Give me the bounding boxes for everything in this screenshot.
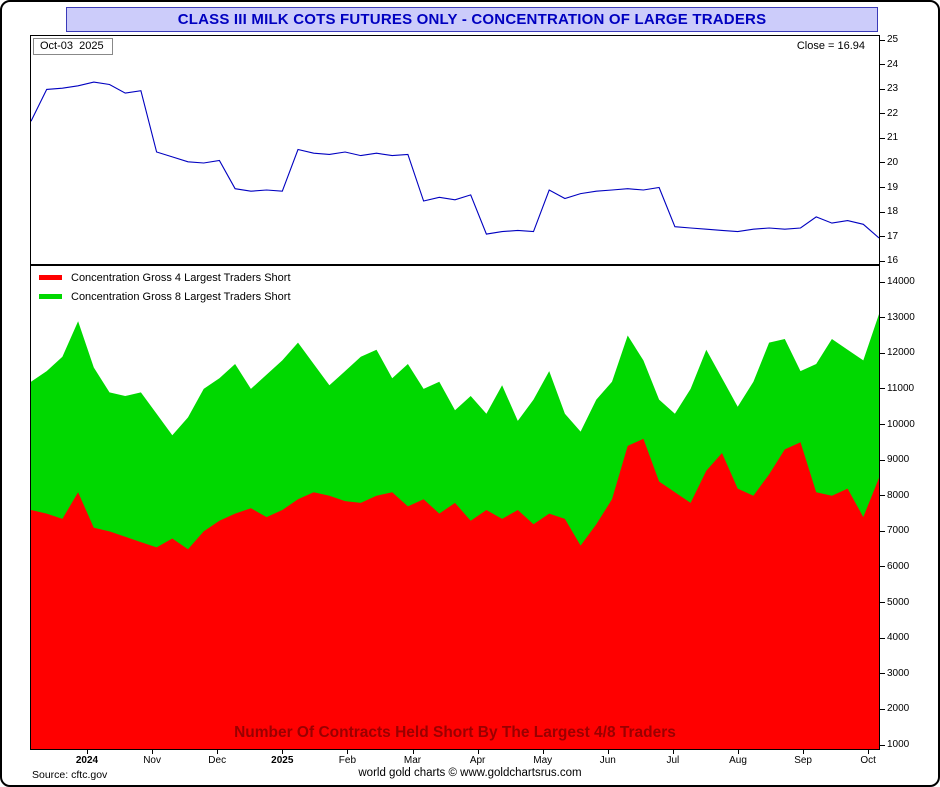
price-axis-tick-label: 17 <box>887 230 899 242</box>
x-tick-label: 2025 <box>271 755 294 766</box>
contracts-axis-tick-mark <box>880 388 885 390</box>
price-axis-tick-mark <box>880 236 885 238</box>
contracts-axis-tick-label: 3000 <box>887 667 910 679</box>
contracts-axis-tick-label: 9000 <box>887 454 910 466</box>
contracts-axis-tick-mark <box>880 317 885 319</box>
price-plot: Oct-03 2025 Close = 16.94 <box>31 36 879 266</box>
date-label: Oct-03 2025 <box>33 38 113 55</box>
x-tick-label: Feb <box>338 755 357 766</box>
chart-frame: Oct-03 2025 Close = 16.94 Concentration … <box>30 35 880 750</box>
contracts-axis-tick-mark <box>880 281 885 283</box>
contracts-axis-tick-label: 14000 <box>887 276 915 288</box>
contracts-axis-tick-mark <box>880 673 885 675</box>
x-tick-label: Mar <box>403 755 422 766</box>
contracts-axis-tick-label: 10000 <box>887 418 915 430</box>
contracts-axis-tick-label: 4000 <box>887 632 910 644</box>
title-bar: CLASS III MILK COTS FUTURES ONLY - CONCE… <box>66 7 878 32</box>
contracts-axis-tick-label: 12000 <box>887 347 915 359</box>
legend-label: Concentration Gross 4 Largest Traders Sh… <box>71 271 291 284</box>
price-axis-tick-label: 19 <box>887 181 899 193</box>
price-axis-tick-label: 24 <box>887 58 899 70</box>
contracts-axis-tick-label: 7000 <box>887 525 910 537</box>
contracts-axis-tick-mark <box>880 424 885 425</box>
x-tick-label: May <box>533 755 553 766</box>
area-concentration-gross-4-largest-traders-short <box>31 438 879 749</box>
x-tick-mark <box>412 750 414 754</box>
legend-swatch-icon <box>39 294 62 299</box>
legend: Concentration Gross 4 Largest Traders Sh… <box>39 269 291 305</box>
x-tick-label: Jul <box>666 755 680 766</box>
legend-label: Concentration Gross 8 Largest Traders Sh… <box>71 290 291 303</box>
price-line-chart <box>31 81 879 239</box>
contracts-axis-tick-label: 6000 <box>887 560 910 572</box>
price-axis-tick-label: 16 <box>887 255 899 267</box>
legend-item: Concentration Gross 8 Largest Traders Sh… <box>39 288 291 305</box>
contracts-axis-tick-mark <box>880 708 885 710</box>
contracts-axis-tick-mark <box>880 566 885 568</box>
x-tick-mark <box>152 750 154 754</box>
x-tick-label: Dec <box>208 755 227 766</box>
x-tick-mark <box>803 750 805 754</box>
price-axis-tick-label: 21 <box>887 132 899 144</box>
price-axis-tick-label: 20 <box>887 156 899 168</box>
x-tick-label: Oct <box>860 755 876 766</box>
price-axis-tick-mark <box>880 211 885 213</box>
source-label: Source: cftc.gov <box>32 769 108 781</box>
close-label: Close = 16.94 <box>796 40 865 52</box>
window-title: CLASS III MILK COTS FUTURES ONLY - CONCE… <box>177 11 767 28</box>
price-axis-tick-mark <box>880 88 885 90</box>
price-axis-tick-mark <box>880 260 885 262</box>
x-tick-mark <box>87 750 88 754</box>
price-axis-tick-mark <box>880 187 885 188</box>
contracts-axis-tick-mark <box>880 744 885 746</box>
contracts-axis-tick-label: 8000 <box>887 489 910 501</box>
contracts-axis-tick-label: 1000 <box>887 739 910 751</box>
price-axis-tick-label: 25 <box>887 34 899 46</box>
overlay-title: Number Of Contracts Held Short By The La… <box>234 724 676 741</box>
x-tick-label: Jun <box>599 755 616 766</box>
x-tick-mark <box>282 750 284 754</box>
contracts-axis-tick-mark <box>880 530 885 532</box>
concentration-area-chart <box>31 314 879 749</box>
contracts-axis-tick-mark <box>880 602 885 604</box>
contracts-axis-tick-label: 2000 <box>887 703 910 715</box>
x-tick-mark <box>738 750 739 754</box>
legend-item: Concentration Gross 4 Largest Traders Sh… <box>39 269 291 286</box>
contracts-axis-tick-mark <box>880 352 885 354</box>
credit-label: world gold charts © www.goldchartsrus.co… <box>358 767 582 779</box>
x-tick-mark <box>868 750 870 754</box>
contracts-axis-tick-mark <box>880 637 885 639</box>
contracts-axis-tick-label: 11000 <box>887 382 915 394</box>
x-tick-label: Aug <box>729 755 747 766</box>
price-axis-tick-label: 18 <box>887 206 899 218</box>
x-tick-mark <box>542 750 544 754</box>
price-line <box>31 81 879 239</box>
x-tick-mark <box>347 750 349 754</box>
contracts-axis-tick-label: 13000 <box>887 311 915 323</box>
contracts-axis-tick-mark <box>880 495 885 497</box>
concentration-plot: Concentration Gross 4 Largest Traders Sh… <box>31 266 879 749</box>
price-axis-tick-mark <box>880 137 885 139</box>
x-tick-label: Sep <box>794 755 812 766</box>
x-tick-label: 2024 <box>75 755 99 766</box>
x-tick-label: Nov <box>143 755 161 766</box>
price-axis-tick-label: 22 <box>887 107 899 119</box>
x-tick-mark <box>672 750 674 754</box>
x-tick-mark <box>477 750 479 754</box>
price-axis-tick-mark <box>880 162 885 164</box>
x-tick-label: Apr <box>469 755 486 766</box>
x-tick-mark <box>217 750 219 754</box>
price-axis-tick-label: 23 <box>887 83 899 95</box>
contracts-axis-tick-label: 5000 <box>887 596 910 608</box>
price-axis-tick-mark <box>880 64 885 66</box>
price-axis-tick-mark <box>880 39 885 41</box>
contracts-axis-tick-mark <box>880 459 885 461</box>
x-tick-mark <box>607 750 609 754</box>
price-axis-tick-mark <box>880 113 885 115</box>
legend-swatch-icon <box>39 275 62 280</box>
